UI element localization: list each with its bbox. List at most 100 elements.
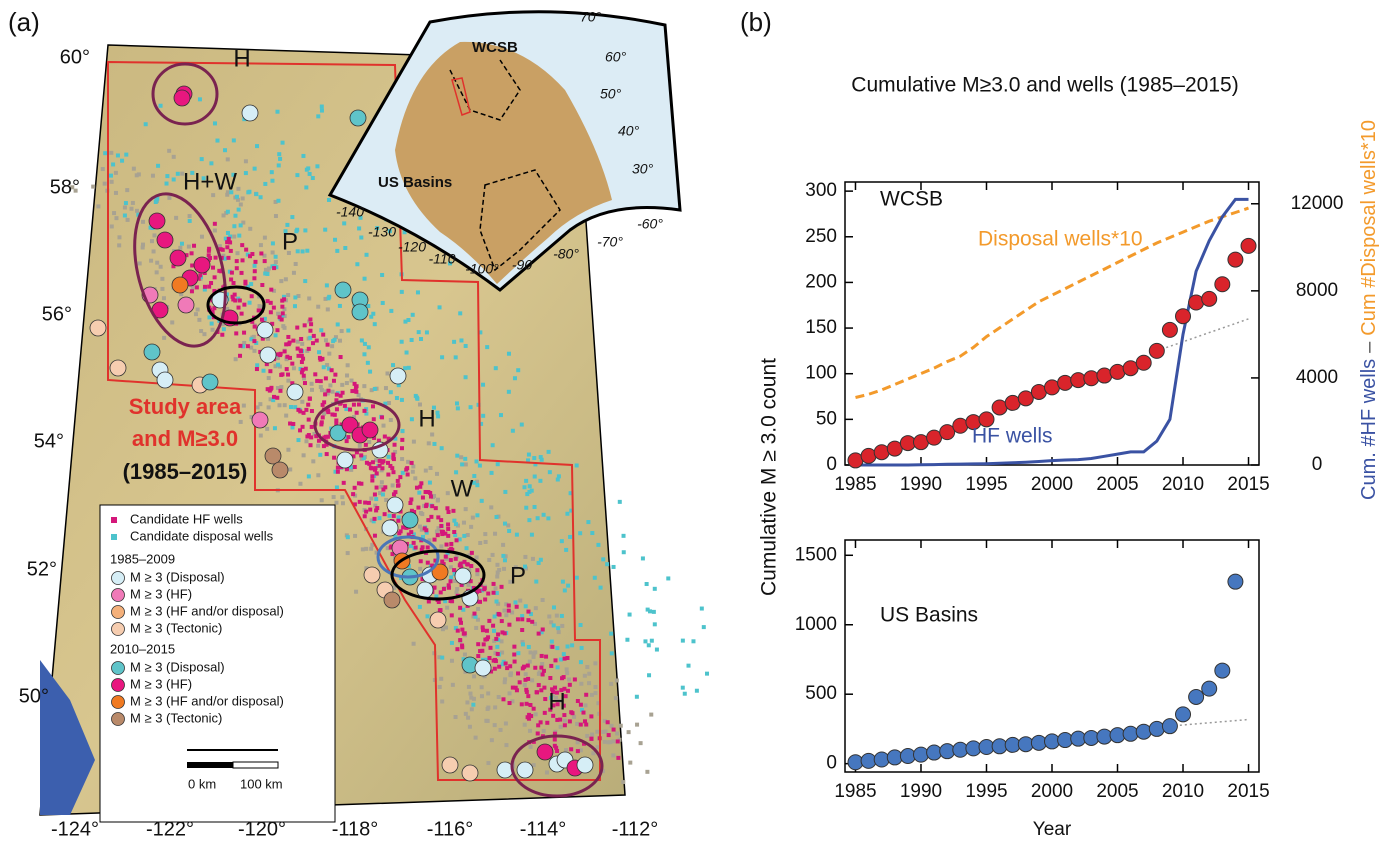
- study-area: [107, 60, 601, 781]
- disposal-well: [462, 533, 467, 538]
- earthquake: [286, 383, 304, 401]
- hf-well: [458, 617, 463, 622]
- hf-well: [390, 466, 395, 471]
- well: [557, 698, 562, 703]
- well: [333, 335, 338, 340]
- well: [340, 501, 345, 506]
- hf-well: [385, 460, 390, 465]
- well: [609, 681, 614, 686]
- well: [241, 220, 246, 225]
- hf-well: [398, 529, 403, 534]
- well: [282, 403, 287, 408]
- hf-well: [247, 254, 252, 259]
- well: [323, 338, 328, 343]
- hf-well: [280, 304, 285, 309]
- hf-well: [371, 417, 376, 422]
- well: [221, 213, 226, 218]
- hf-well: [499, 619, 504, 624]
- hf-well: [202, 284, 207, 289]
- inset-lon-label: -60°: [637, 216, 663, 232]
- well: [233, 357, 238, 362]
- hf-well: [465, 562, 470, 567]
- disposal-well: [546, 516, 551, 521]
- well: [544, 770, 549, 775]
- disposal-well: [454, 470, 459, 475]
- well: [508, 579, 513, 584]
- hf-well: [453, 556, 458, 561]
- hf-well: [412, 509, 417, 514]
- hf-well: [220, 247, 225, 252]
- hf-well: [331, 378, 336, 383]
- disposal-well: [243, 171, 248, 176]
- well: [493, 705, 498, 710]
- disposal-well: [424, 330, 429, 335]
- lon-label: -120°: [238, 818, 286, 840]
- cluster-outline: [206, 285, 266, 325]
- disposal-well: [551, 623, 556, 628]
- hf-well: [448, 558, 453, 563]
- disposal-well: [680, 685, 685, 690]
- disposal-well: [288, 404, 293, 409]
- disposal-well: [459, 338, 464, 343]
- hf-well: [362, 514, 367, 519]
- hf-well: [459, 565, 464, 570]
- well: [318, 384, 323, 389]
- hf-well: [486, 591, 491, 596]
- x-tick-label: 2015: [1227, 474, 1269, 495]
- legend-label: M ≥ 3 (Tectonic): [130, 710, 222, 725]
- hf-well: [409, 508, 414, 513]
- disposal-well: [490, 443, 495, 448]
- hf-well: [527, 712, 532, 717]
- well: [501, 542, 506, 547]
- hf-well: [406, 532, 411, 537]
- hf-well: [468, 579, 473, 584]
- hf-well: [507, 622, 512, 627]
- well: [327, 351, 332, 356]
- disposal-well: [551, 605, 556, 610]
- disposal-well: [463, 343, 468, 348]
- hf-well: [506, 608, 511, 613]
- well: [283, 277, 288, 282]
- earthquake: [361, 421, 379, 439]
- well: [565, 671, 570, 676]
- well: [589, 692, 594, 697]
- x-tick-label: 1995: [965, 474, 1007, 495]
- disposal-well: [258, 195, 263, 200]
- hf-well: [329, 368, 334, 373]
- hf-well: [252, 324, 257, 329]
- hf-well: [314, 434, 319, 439]
- hf-well: [352, 502, 357, 507]
- hf-well: [500, 630, 505, 635]
- well: [440, 699, 445, 704]
- disposal-well: [326, 197, 331, 202]
- hf-well: [230, 294, 235, 299]
- hf-well: [549, 663, 554, 668]
- annotation: WCSB: [880, 188, 943, 211]
- disposal-well: [478, 330, 483, 335]
- hf-well: [334, 418, 339, 423]
- disposal-well: [443, 599, 448, 604]
- well: [497, 567, 502, 572]
- hf-well: [342, 403, 347, 408]
- well: [422, 503, 427, 508]
- disposal-well: [201, 176, 206, 181]
- disposal-well: [362, 276, 367, 281]
- hf-well: [438, 590, 443, 595]
- earthquake: [177, 296, 195, 314]
- hf-well: [401, 525, 406, 530]
- disposal-well: [400, 428, 405, 433]
- well: [575, 721, 580, 726]
- disposal-well: [252, 263, 257, 268]
- well: [379, 468, 384, 473]
- earthquake: [576, 756, 594, 774]
- hf-well: [359, 453, 364, 458]
- inset-lon-label: -90: [512, 257, 532, 273]
- lat-label: 60°: [60, 46, 90, 68]
- disposal-well: [526, 644, 531, 649]
- earthquake: [251, 411, 269, 429]
- disposal-well: [197, 97, 202, 102]
- disposal-well: [569, 508, 574, 513]
- disposal-well: [458, 311, 463, 316]
- hf-well: [411, 540, 416, 545]
- hf-well: [364, 460, 369, 465]
